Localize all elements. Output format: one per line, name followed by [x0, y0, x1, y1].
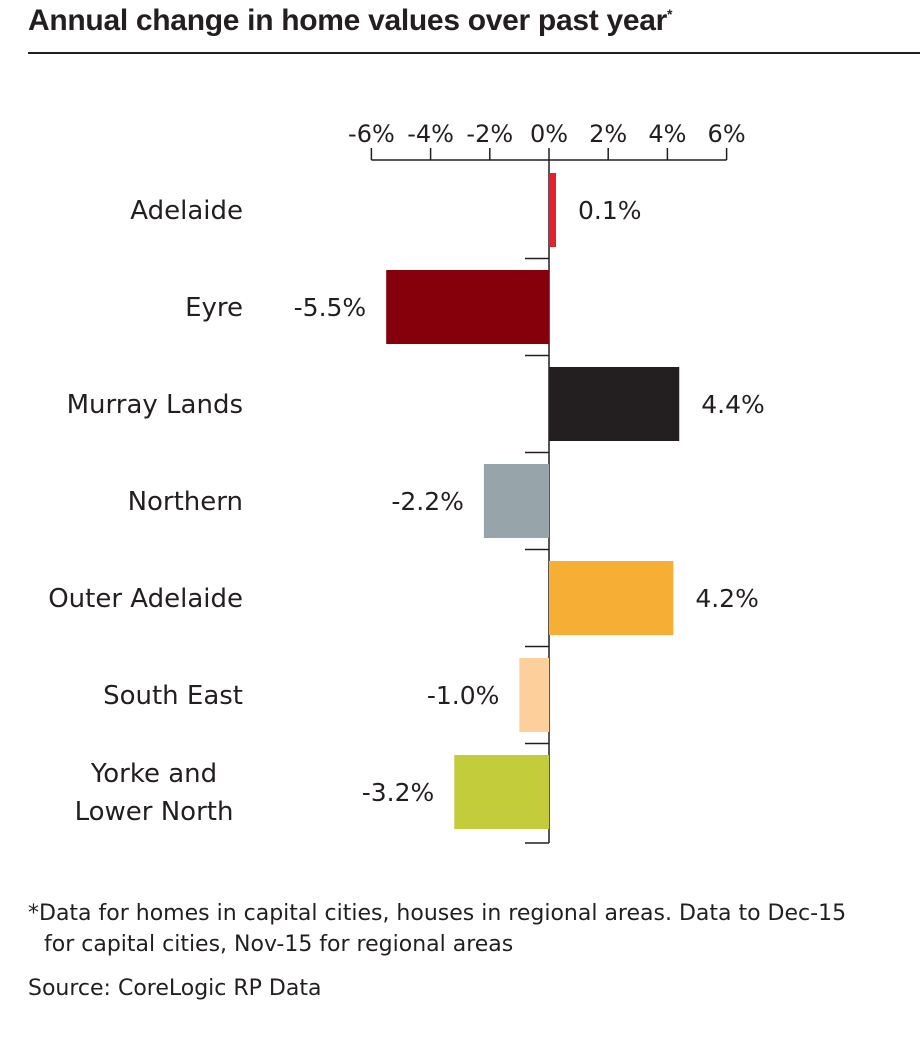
bar [483, 464, 549, 538]
category-label: Adelaide [130, 196, 243, 226]
bar [519, 658, 549, 732]
value-label: 0.1% [578, 196, 642, 225]
value-labels: 0.1% -5.5% 4.4% -2.2% 4.2% -1.0% -3.2% [294, 196, 765, 807]
category-label: Outer Adelaide [48, 584, 243, 614]
category-label: Lower North [75, 797, 234, 827]
x-tick-label: -4% [407, 120, 454, 148]
category-label: Yorke and [90, 759, 217, 789]
value-label: -1.0% [427, 681, 500, 710]
bar [549, 173, 556, 247]
chart-title: Annual change in home values over past y… [28, 4, 672, 38]
category-labels: Adelaide Eyre Murray Lands Northern Outer Ad… [48, 196, 243, 827]
x-tick-label: -6% [348, 120, 395, 148]
value-label: -2.2% [391, 487, 464, 516]
x-tick-label: 4% [648, 120, 686, 148]
value-label: 4.2% [695, 584, 759, 613]
x-tick-label: 6% [708, 120, 746, 148]
category-label: Eyre [185, 293, 243, 323]
category-label: South East [103, 681, 243, 711]
bars [386, 173, 680, 829]
title-footnote-marker: * [667, 6, 673, 22]
chart-title-text: Annual change in home values over past y… [28, 4, 667, 37]
bar [454, 755, 549, 829]
bar-chart: -6% -4% -2% 0% 2% 4% 6% Adelaide Eyre Murray Lan… [48, 120, 765, 844]
x-tick-label: -2% [466, 120, 513, 148]
x-tick-label: 2% [589, 120, 627, 148]
category-label: Northern [128, 487, 243, 517]
footnote-line-2: for capital cities, Nov-15 for regional … [44, 932, 514, 957]
value-label: -5.5% [294, 293, 367, 322]
source-note: Source: CoreLogic RP Data [28, 976, 322, 1001]
category-label: Murray Lands [67, 390, 243, 420]
bar [549, 561, 674, 635]
footnote-line-1: *Data for homes in capital cities, house… [28, 901, 847, 926]
title-divider [28, 52, 920, 54]
value-label: -3.2% [362, 778, 435, 807]
x-tick-label: 0% [530, 120, 568, 148]
bar [549, 367, 680, 441]
bar [386, 270, 549, 344]
value-label: 4.4% [701, 390, 765, 419]
footnote: *Data for homes in capital cities, house… [28, 898, 913, 960]
